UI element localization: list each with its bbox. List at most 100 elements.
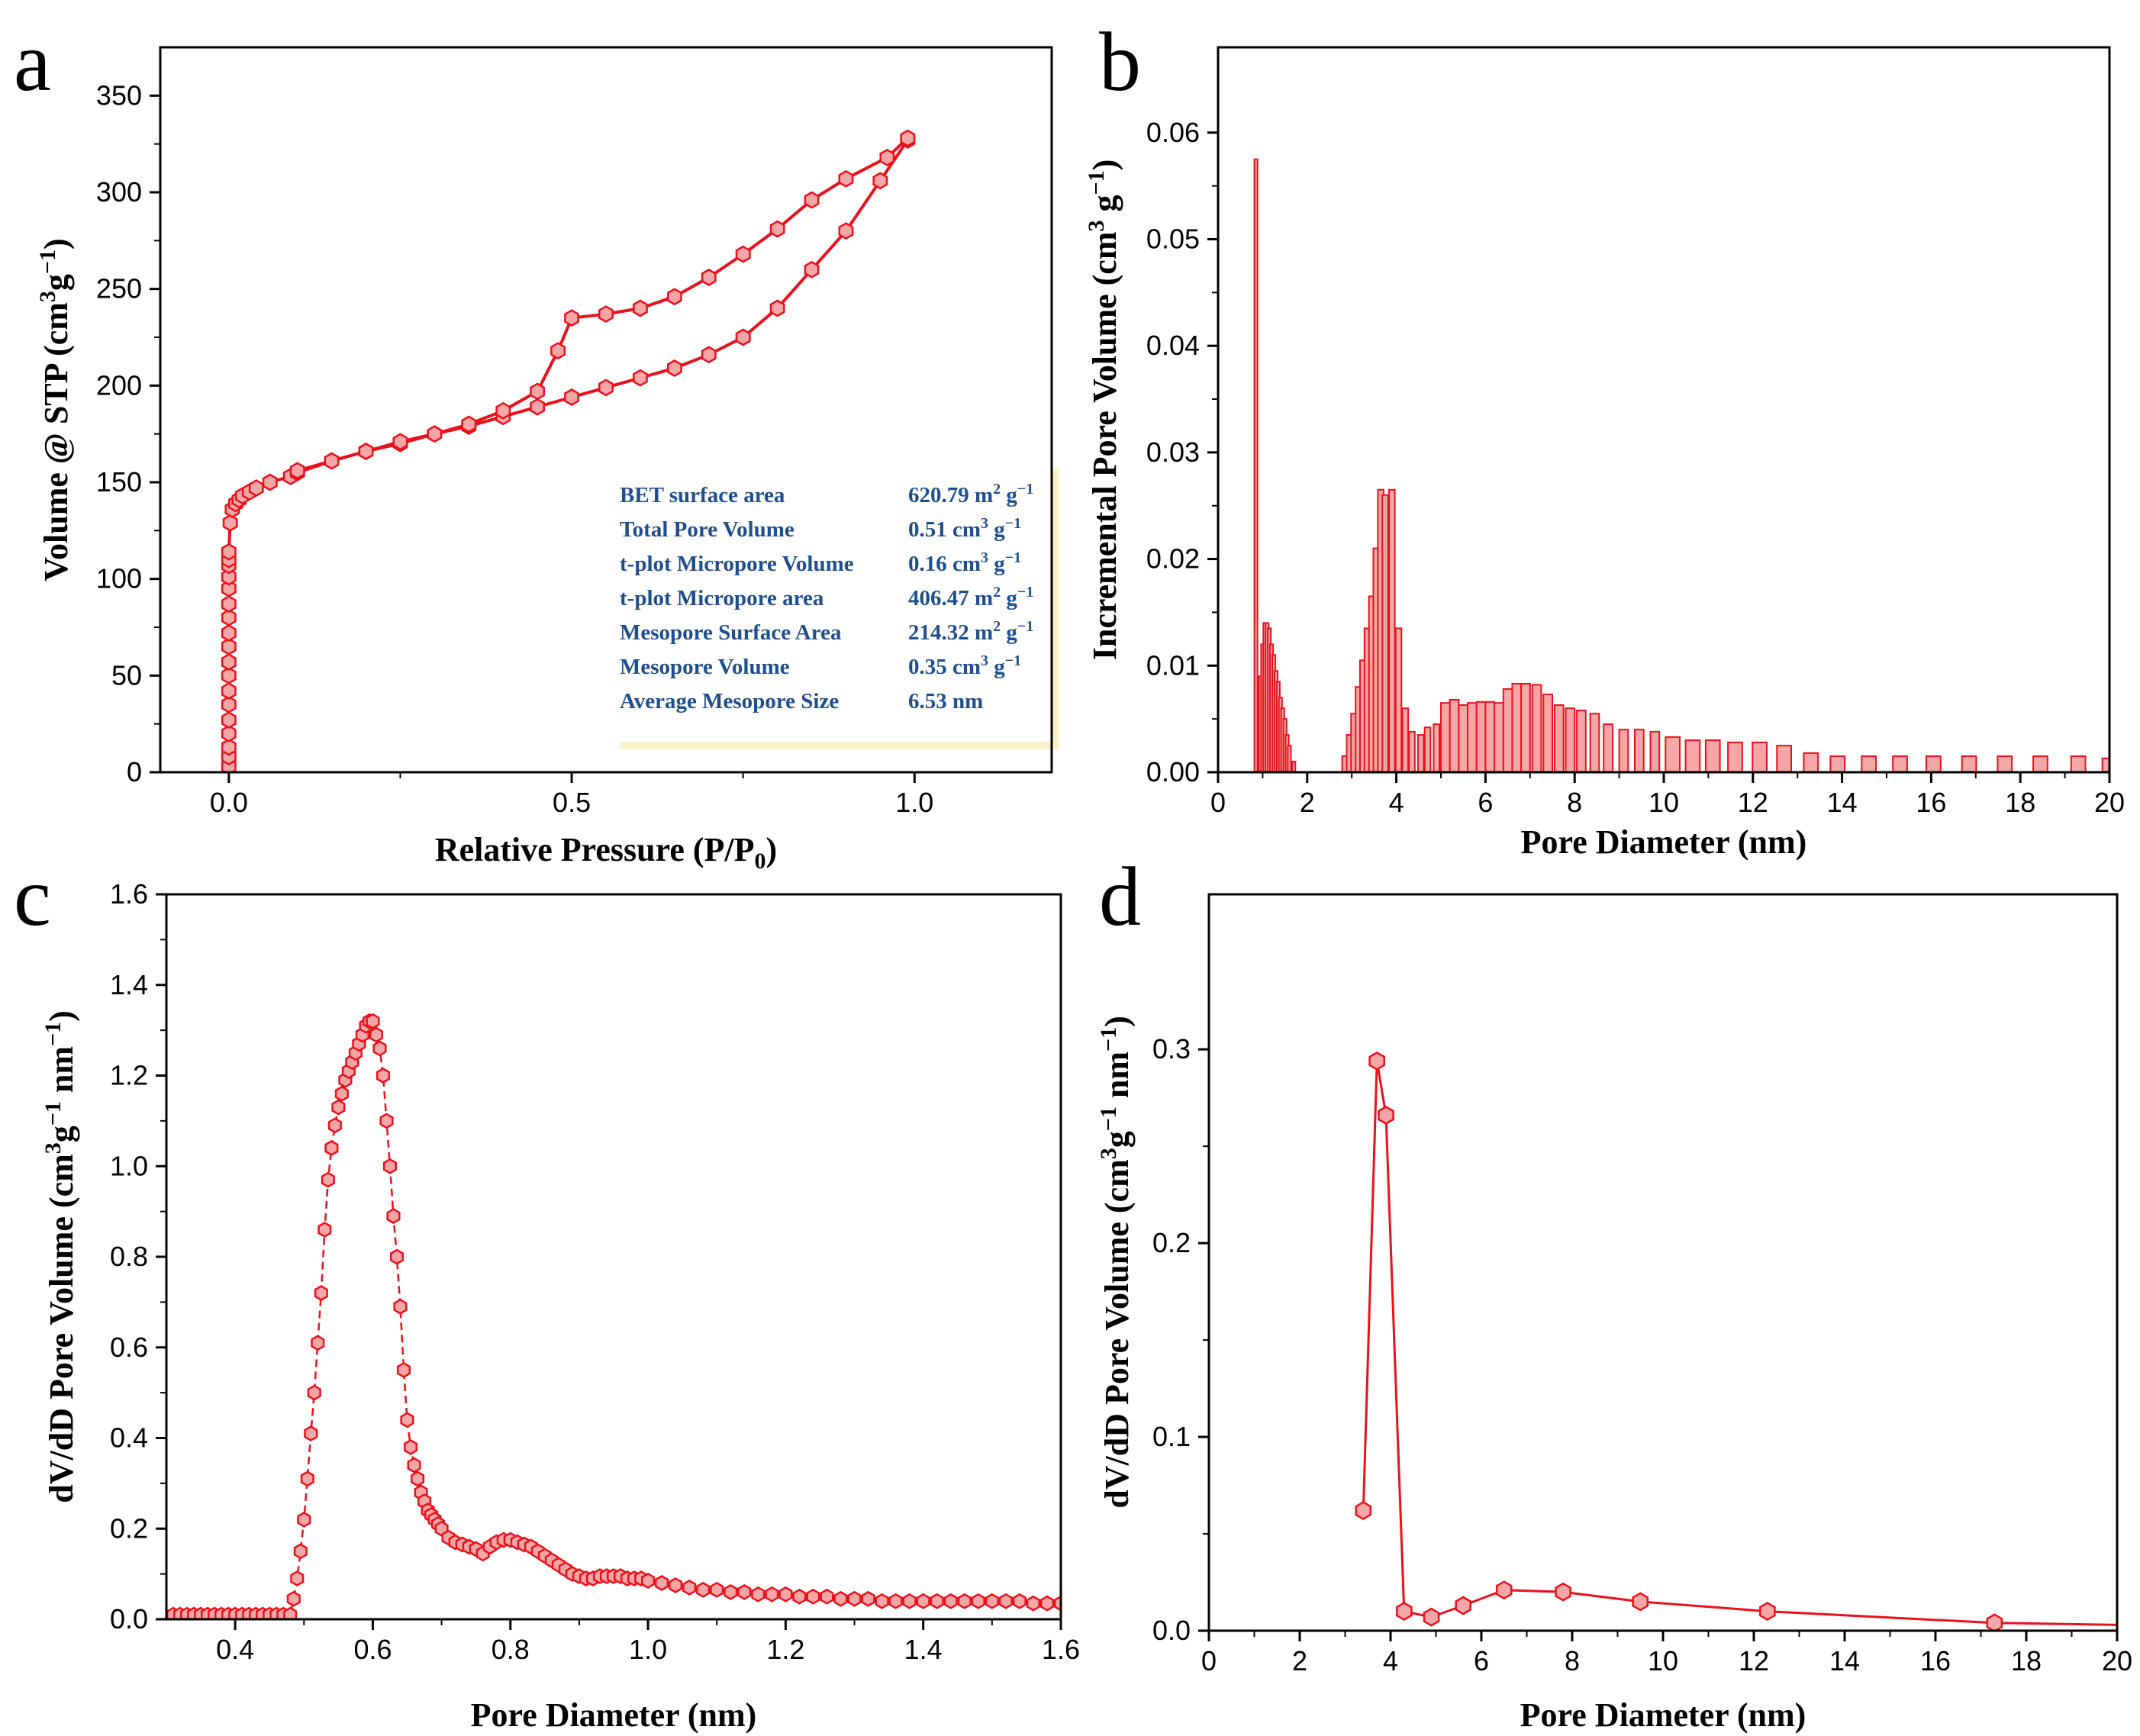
panel-letter-d: d bbox=[1099, 850, 1141, 943]
info-value: 214.32 m2 g−1 bbox=[908, 618, 1033, 645]
adsorption-marker bbox=[262, 473, 278, 491]
desorption-marker bbox=[564, 309, 579, 327]
y-tick-label: 0.00 bbox=[1146, 756, 1200, 787]
y-tick-label: 0.1 bbox=[1152, 1421, 1191, 1452]
desorption-marker bbox=[550, 342, 566, 360]
dvdd-c-marker bbox=[400, 1412, 414, 1428]
x-tick-label: 10 bbox=[1649, 787, 1679, 818]
bar bbox=[1618, 729, 1629, 772]
dvdd-c-marker bbox=[327, 1117, 342, 1134]
dvdd-c-marker bbox=[321, 1171, 335, 1188]
dvdd-c-marker bbox=[806, 1588, 820, 1605]
panel-letter-c: c bbox=[14, 850, 51, 943]
adsorption-marker bbox=[221, 682, 237, 701]
x-tick-label: 4 bbox=[1389, 787, 1404, 818]
x-tick-label: 6 bbox=[1478, 787, 1493, 818]
adsorption-marker bbox=[666, 359, 682, 377]
bar bbox=[1394, 627, 1403, 772]
adsorption-marker bbox=[804, 260, 820, 279]
bar bbox=[1892, 755, 1908, 772]
dvdd-c-marker bbox=[1012, 1593, 1026, 1609]
dvdd-c-marker bbox=[314, 1285, 328, 1301]
x-tick-label: 8 bbox=[1565, 1645, 1580, 1676]
bar bbox=[1576, 710, 1587, 772]
adsorption-marker bbox=[530, 398, 546, 416]
y-tick-label: 0.2 bbox=[110, 1512, 148, 1544]
dvdd-c-marker bbox=[971, 1593, 985, 1609]
y-tick-label: 0.3 bbox=[1152, 1033, 1191, 1064]
dvdd-c-marker bbox=[297, 1511, 311, 1528]
dvdd-c-marker bbox=[792, 1588, 807, 1605]
y-tick-label: 0.0 bbox=[1152, 1615, 1191, 1646]
dvdd-c-marker bbox=[407, 1457, 421, 1474]
desorption-marker bbox=[427, 425, 443, 443]
desorption-marker bbox=[735, 245, 751, 263]
dvdd-c-marker bbox=[765, 1586, 779, 1602]
info-label: Mesopore Surface Area bbox=[620, 620, 842, 645]
adsorption-marker bbox=[769, 299, 785, 317]
x-tick-label: 0.6 bbox=[353, 1634, 392, 1665]
x-tick-label: 6 bbox=[1474, 1645, 1489, 1676]
bar bbox=[1475, 701, 1487, 772]
x-tick-label: 4 bbox=[1383, 1645, 1398, 1676]
dvdd-d-marker bbox=[1355, 1501, 1372, 1521]
bar bbox=[1829, 755, 1846, 772]
y-tick-label: 0.2 bbox=[1152, 1227, 1191, 1258]
dvdd-c-marker bbox=[778, 1586, 793, 1602]
desorption-marker bbox=[324, 452, 340, 470]
info-value: 620.79 m2 g−1 bbox=[908, 481, 1033, 507]
dvdd-c-marker bbox=[847, 1590, 862, 1607]
dvdd-c-marker bbox=[943, 1593, 958, 1609]
desorption-marker bbox=[666, 288, 682, 306]
y-tick-label: 0 bbox=[127, 756, 142, 787]
info-label: BET surface area bbox=[620, 483, 785, 507]
adsorption-marker bbox=[221, 543, 237, 561]
y-axis-title-c: dV/dD Pore Volume (cm3g−1 nm−1) bbox=[40, 1010, 80, 1503]
x-tick-label: 0.0 bbox=[210, 787, 248, 818]
x-tick-label: 2 bbox=[1292, 1645, 1307, 1676]
bar bbox=[1494, 702, 1504, 772]
bar bbox=[1649, 730, 1661, 772]
dvdd-c-marker bbox=[334, 1085, 349, 1102]
desorption-marker bbox=[769, 220, 785, 238]
x-tick-label: 0 bbox=[1210, 787, 1226, 818]
x-tick-label: 14 bbox=[1827, 787, 1858, 818]
x-tick-label: 16 bbox=[1920, 1645, 1951, 1676]
y-tick-label: 250 bbox=[96, 273, 142, 304]
bar bbox=[1416, 734, 1425, 772]
y-tick-label: 1.6 bbox=[110, 878, 148, 910]
info-value: 0.51 cm3 g−1 bbox=[908, 515, 1021, 542]
bar bbox=[1401, 707, 1410, 772]
x-tick-label: 0.8 bbox=[491, 1634, 530, 1665]
dvdd-c-marker bbox=[833, 1590, 848, 1607]
bar bbox=[1553, 704, 1565, 772]
bar bbox=[2070, 755, 2087, 772]
x-axis-title-a: Relative Pressure (P/P0) bbox=[435, 831, 777, 874]
dvdd-c-marker bbox=[372, 1040, 387, 1057]
adsorption-marker bbox=[221, 595, 237, 614]
dvdd-c-marker bbox=[916, 1593, 930, 1609]
bar bbox=[1589, 713, 1600, 772]
desorption-marker bbox=[879, 148, 895, 166]
y-tick-label: 150 bbox=[96, 466, 142, 498]
desorption-marker bbox=[530, 382, 546, 401]
panel-c-micropore: 0.4 0.6 0.8 1.0 1.2 1.4 1.6 0.0 0.2 0.4 0.6 0.8 1.0 1… bbox=[40, 878, 1080, 1734]
adsorption-marker bbox=[221, 711, 237, 730]
dvdd-c-marker bbox=[655, 1575, 669, 1591]
dvdd-d-marker bbox=[1423, 1607, 1440, 1627]
adsorption-marker bbox=[598, 378, 614, 397]
desorption-marker bbox=[598, 305, 614, 324]
x-axis-title-d: Pore Diameter (nm) bbox=[1520, 1696, 1806, 1734]
y-tick-label: 0.6 bbox=[110, 1332, 148, 1363]
panel-letter-a: a bbox=[14, 15, 51, 108]
dvdd-d-marker bbox=[1986, 1613, 2003, 1631]
dvdd-c-marker bbox=[317, 1221, 332, 1238]
dvdd-c-marker bbox=[307, 1384, 321, 1401]
dvdd-d-marker bbox=[1495, 1580, 1513, 1600]
x-tick-label: 10 bbox=[1648, 1645, 1678, 1676]
y-tick-label: 0.06 bbox=[1146, 117, 1200, 148]
adsorption-marker bbox=[221, 666, 237, 684]
dvdd-d-marker bbox=[1378, 1106, 1394, 1125]
x-tick-label: 18 bbox=[2005, 787, 2035, 818]
info-label: Mesopore Volume bbox=[620, 655, 790, 679]
